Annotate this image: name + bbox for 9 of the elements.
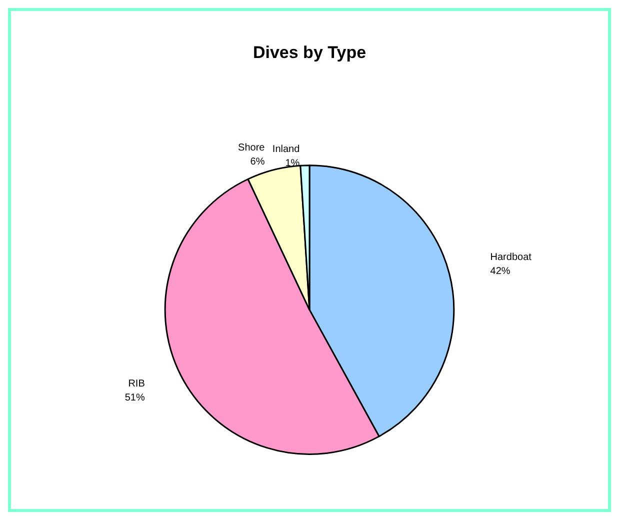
data-label: 6% — [250, 156, 265, 168]
slice-label: Inland — [272, 144, 300, 156]
slice-label: RIB — [128, 378, 146, 390]
data-label: 42% — [490, 266, 510, 278]
data-label: 1% — [285, 158, 300, 170]
data-label: 51% — [124, 392, 145, 404]
slice-label: Hardboat — [490, 252, 532, 264]
slice-label: Shore — [238, 142, 266, 154]
chart-title: Dives by Type — [252, 43, 366, 62]
